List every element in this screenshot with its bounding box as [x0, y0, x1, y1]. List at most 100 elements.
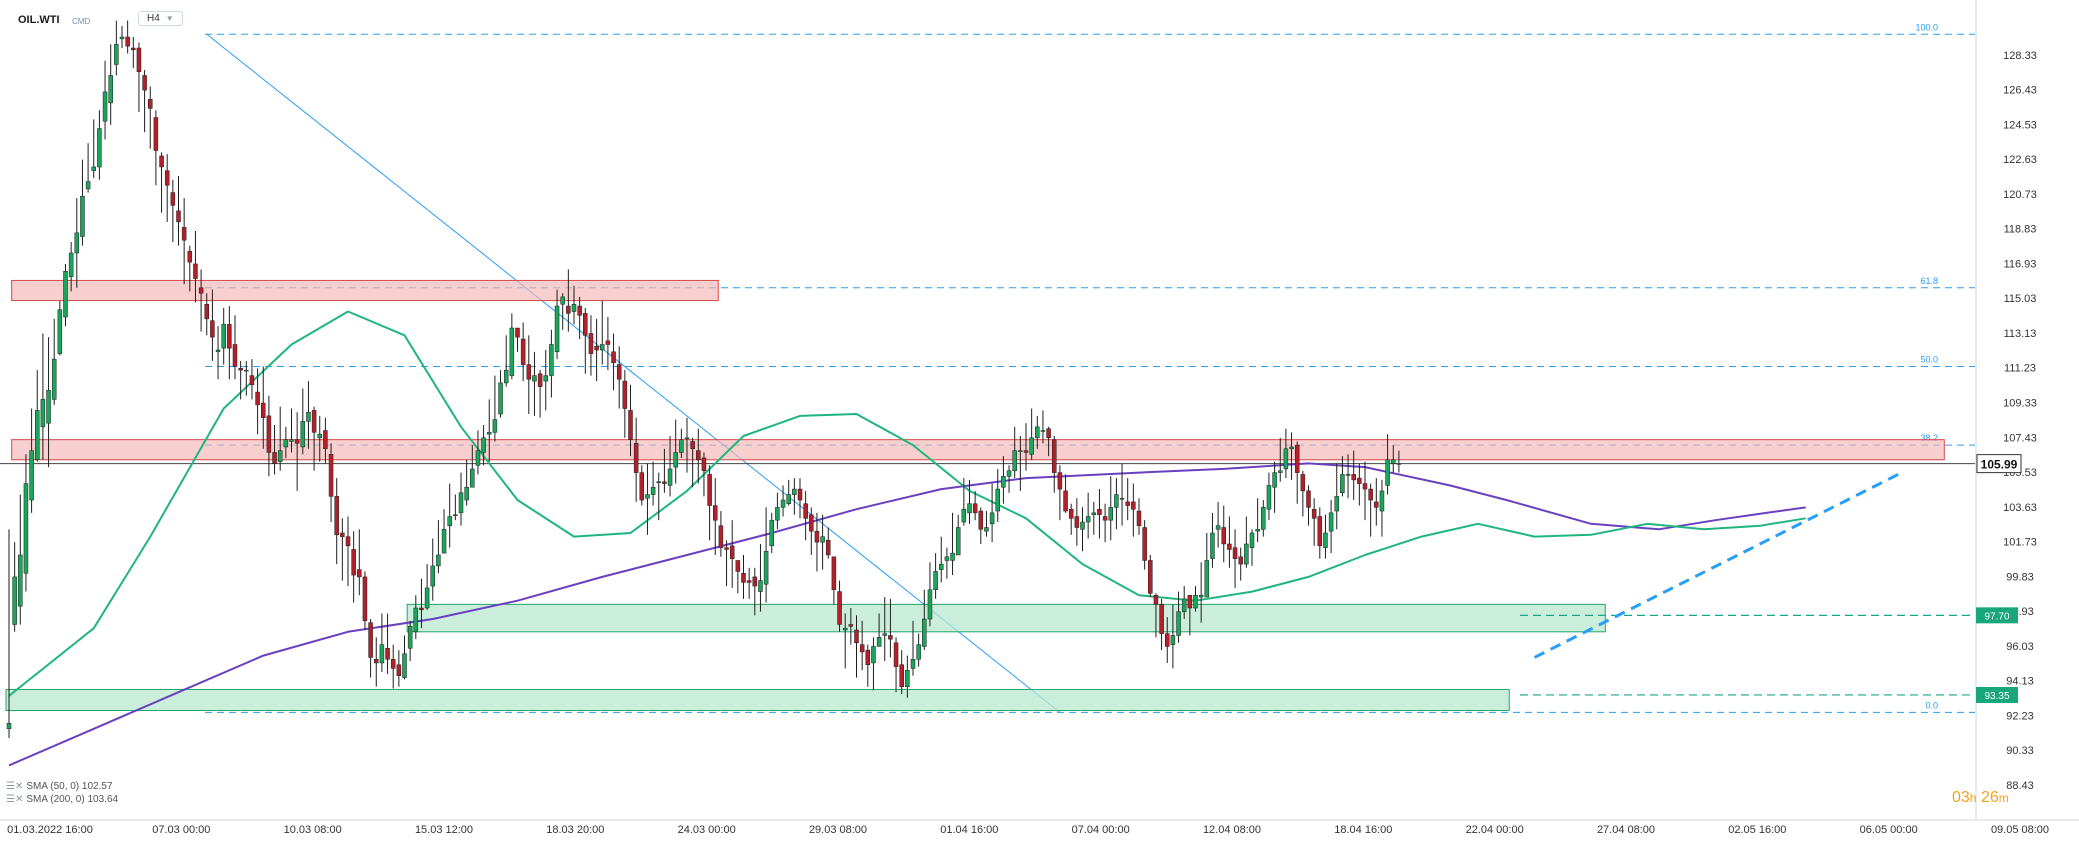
time-tick-label: 24.03 00:00 [678, 824, 736, 836]
fib-level-label: 100.0 [1915, 22, 1938, 32]
candle-body-up [650, 486, 656, 495]
candle-body-down [707, 474, 712, 506]
candle-body-down [814, 530, 820, 543]
price-tick-label: 128.33 [2003, 50, 2037, 62]
candle-body-up [51, 358, 57, 400]
candle-countdown: 03h 26m [1952, 789, 2009, 807]
candle-body-down [340, 532, 345, 537]
candle-body-down [181, 227, 187, 241]
candle-body-down [210, 320, 215, 338]
candle-body-up [769, 519, 774, 547]
candle-body-down [724, 547, 729, 550]
candle-body-down [803, 503, 808, 519]
price-tick-label: 90.33 [2006, 745, 2034, 757]
candle-body-down [537, 373, 543, 387]
candle-body-down [831, 556, 837, 590]
candle-body-up [23, 483, 29, 574]
price-tick-label: 92.23 [2006, 710, 2034, 722]
time-tick-label: 18.04 16:00 [1334, 824, 1392, 836]
candle-body-down [1368, 488, 1373, 501]
candle-body-down [837, 591, 842, 625]
candle-body-up [995, 488, 1000, 512]
candle-body-up [1193, 594, 1198, 609]
price-tick-label: 99.83 [2006, 571, 2034, 583]
level-tag [1976, 607, 2018, 624]
candle-body-up [1283, 448, 1289, 470]
candle-body-down [848, 624, 854, 627]
candle-body-up [91, 166, 96, 171]
candle-body-up [119, 36, 125, 40]
candle-body-up [1255, 529, 1260, 532]
candle-body-down [227, 324, 232, 349]
candle-body-down [148, 98, 153, 109]
candle-body-down [1068, 508, 1074, 519]
time-tick-label: 15.03 12:00 [415, 824, 473, 836]
candle-body-down [611, 351, 616, 364]
instrument-type: CMD [72, 17, 91, 26]
legend-sma50-label: SMA (50, 0) 102.57 [26, 781, 113, 792]
candle-body-up [40, 399, 46, 428]
legend-sma50[interactable]: ☰✕ SMA (50, 0) 102.57 [6, 781, 113, 792]
candle-body-down [1232, 547, 1238, 559]
time-tick-label: 29.03 08:00 [809, 824, 867, 836]
candle-body-down [583, 313, 588, 336]
candle-body-up [29, 450, 34, 501]
horizontal-levels [0, 463, 1975, 696]
candle-body-up [114, 44, 119, 65]
candle-body-down [633, 443, 639, 473]
sma200-line [8, 462, 1806, 767]
candle-body-up [57, 309, 63, 354]
candle-body-down [809, 514, 814, 532]
price-tick-label: 120.73 [2003, 189, 2037, 201]
candle-body-down [662, 481, 667, 484]
candle-body-down [204, 303, 209, 320]
price-tick-label: 88.43 [2006, 780, 2034, 792]
candle-body-down [351, 549, 356, 576]
candle-body-down [266, 415, 272, 453]
candle-body-down [594, 346, 599, 351]
candle-body-down [690, 441, 695, 450]
time-tick-label: 01.03.2022 16:00 [7, 824, 93, 836]
countdown-minutes-unit: m [1998, 791, 2009, 805]
candle-body-up [1091, 512, 1097, 515]
candle-body-up [1114, 494, 1119, 508]
price-tick-label: 103.63 [2003, 502, 2037, 514]
candle-body-up [283, 439, 289, 448]
candle-body-up [458, 492, 464, 514]
candle-body-down [334, 496, 339, 536]
candle-body-up [1385, 459, 1390, 486]
candle-body-up [18, 554, 23, 607]
legend-sma200[interactable]: ☰✕ SMA (200, 0) 103.64 [6, 794, 118, 805]
candle-body-down [696, 450, 701, 461]
time-axis: 01.03.2022 16:00 07.03 00:00 10.03 08:00 15… [0, 819, 2079, 836]
price-tick-label: 94.13 [2006, 676, 2034, 688]
candle-body-down [515, 327, 520, 338]
candle-body-up [221, 324, 226, 349]
candle-body-down [1063, 490, 1068, 512]
candle-body-up [905, 670, 910, 687]
candle-body-up [1012, 450, 1017, 472]
candle-body-down [176, 210, 181, 223]
price-tick-label: 126.43 [2003, 85, 2037, 97]
candle-body-down [520, 338, 526, 365]
candle-body-up [215, 349, 221, 353]
support-zone [5, 688, 1510, 712]
candle-body-up [673, 452, 678, 468]
candle-body-up [1244, 543, 1249, 565]
candle-body-down [526, 364, 532, 380]
candle-body-down [1046, 428, 1051, 439]
candle-body-down [854, 629, 859, 644]
candle-body-up [1029, 437, 1034, 455]
candles [6, 20, 1402, 738]
timeframe-selector[interactable]: H4 ▼ [138, 11, 183, 26]
candle-body-down [859, 644, 865, 653]
candle-body-up [939, 563, 944, 570]
candle-body-down [888, 635, 893, 640]
candle-body-up [933, 571, 938, 590]
candle-body-up [277, 450, 283, 462]
candle-body-down [972, 503, 978, 514]
candle-body-down [605, 340, 611, 345]
candle-body-up [1379, 490, 1385, 512]
candle-body-down [729, 545, 735, 559]
candle-body-up [509, 327, 515, 376]
